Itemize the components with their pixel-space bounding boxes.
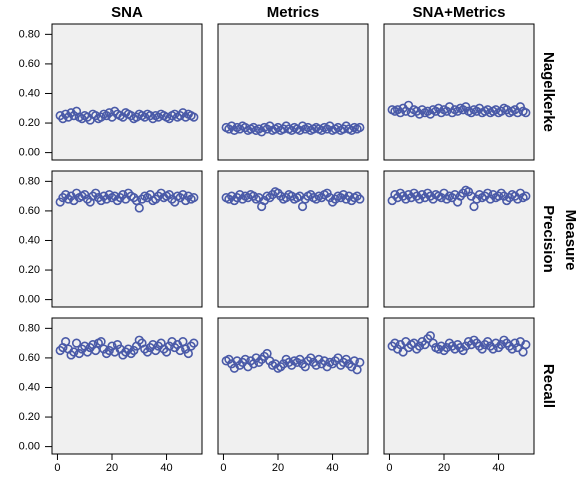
- x-tick-label: 0: [220, 462, 226, 474]
- y-tick-label: 0.80: [19, 175, 40, 187]
- y-tick-label: 0.00: [19, 147, 40, 159]
- point: [521, 108, 531, 118]
- point: [189, 193, 199, 203]
- point: [349, 356, 359, 366]
- point: [521, 340, 531, 350]
- panel: [51, 317, 203, 455]
- x-tick-label: 20: [106, 462, 118, 474]
- column-header: Metrics: [267, 4, 320, 21]
- point: [71, 338, 82, 348]
- point: [69, 347, 79, 357]
- y-tick-label: 0.80: [19, 322, 40, 334]
- y-tick-label: 0.00: [19, 441, 40, 453]
- panel: [383, 23, 535, 161]
- panel: [217, 23, 369, 161]
- y-tick-label: 0.60: [19, 205, 40, 217]
- x-tick-label: 0: [54, 462, 60, 474]
- y-tick-label: 0.60: [19, 352, 40, 364]
- row-header: Recall: [540, 364, 557, 408]
- row-axis-label: Measure: [562, 210, 579, 271]
- point: [355, 357, 365, 367]
- point: [398, 347, 408, 357]
- y-tick-label: 0.20: [19, 117, 40, 129]
- y-tick-label: 0.40: [19, 381, 40, 393]
- row-header: Precision: [540, 205, 557, 273]
- y-tick-label: 0.40: [19, 87, 40, 99]
- x-tick-label: 20: [272, 462, 284, 474]
- point: [189, 112, 199, 122]
- y-tick-label: 0.80: [19, 28, 40, 40]
- y-tick-label: 0.60: [19, 58, 40, 70]
- column-header: SNA+Metrics: [413, 4, 506, 21]
- point: [189, 338, 199, 348]
- panel: [51, 170, 203, 308]
- row-header: Nagelkerke: [540, 52, 557, 132]
- y-tick-label: 0.00: [19, 294, 40, 306]
- y-tick-label: 0.20: [19, 264, 40, 276]
- x-tick-label: 20: [438, 462, 450, 474]
- y-tick-label: 0.20: [19, 411, 40, 423]
- point: [355, 194, 365, 204]
- x-tick-label: 0: [386, 462, 392, 474]
- x-tick-label: 40: [492, 462, 504, 474]
- panel: [51, 23, 203, 161]
- panel: [217, 317, 369, 455]
- point: [175, 345, 185, 356]
- point: [134, 203, 144, 213]
- y-tick-label: 0.40: [19, 234, 40, 246]
- x-tick-label: 40: [160, 462, 172, 474]
- x-tick-label: 40: [326, 462, 338, 474]
- point: [521, 191, 531, 201]
- point: [355, 122, 365, 133]
- column-header: SNA: [111, 4, 143, 21]
